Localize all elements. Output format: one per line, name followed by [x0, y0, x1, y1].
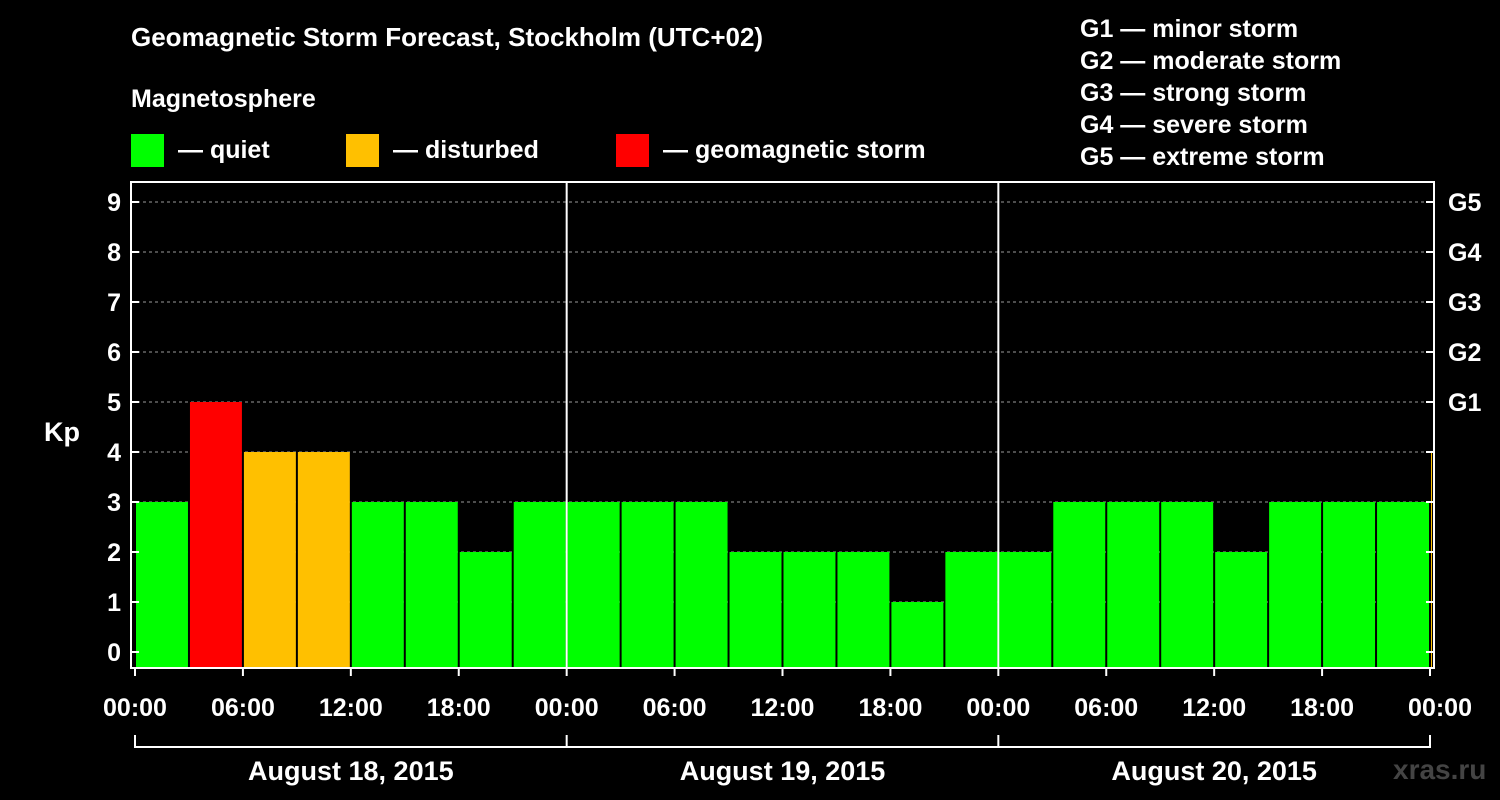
g-scale-item-g2: G2 — moderate storm — [1080, 47, 1342, 75]
kp-bar — [999, 552, 1052, 667]
legend-disturbed: — disturbed — [346, 133, 539, 167]
kp-bar — [405, 502, 458, 667]
g-level-label: G4 — [1448, 239, 1481, 267]
kp-bar — [567, 502, 620, 667]
y-tick-label: 9 — [107, 189, 121, 217]
kp-bar — [729, 552, 782, 667]
y-tick-label: 2 — [107, 539, 121, 567]
y-tick-label: 6 — [107, 339, 121, 367]
y-tick-label: 3 — [107, 489, 121, 517]
g-scale-item-g5: G5 — extreme storm — [1080, 143, 1325, 171]
magnetosphere-label: Magnetosphere — [131, 85, 316, 113]
kp-bar — [1107, 502, 1160, 667]
y-tick-label: 0 — [107, 639, 121, 667]
x-tick-label: 06:00 — [643, 694, 707, 722]
g-level-label: G5 — [1448, 189, 1481, 217]
kp-bar — [891, 602, 944, 667]
g-scale-item-g4: G4 — severe storm — [1080, 111, 1308, 139]
kp-bar — [1053, 502, 1106, 667]
kp-bar — [1377, 502, 1429, 667]
day-label: August 18, 2015 — [248, 756, 454, 786]
g-level-label: G2 — [1448, 339, 1481, 367]
g-scale-item-g1: G1 — minor storm — [1080, 15, 1299, 43]
chart-title: Geomagnetic Storm Forecast, Stockholm (U… — [131, 22, 764, 52]
x-tick-label: 12:00 — [751, 694, 815, 722]
y-axis-label: Kp — [44, 417, 80, 447]
kp-bar — [1431, 452, 1432, 667]
x-tick-label: 18:00 — [858, 694, 922, 722]
x-tick-label: 18:00 — [1290, 694, 1354, 722]
legend-swatch-quiet — [131, 133, 164, 167]
kp-bar — [1161, 502, 1214, 667]
kp-bar — [675, 502, 728, 667]
x-tick-label: 18:00 — [427, 694, 491, 722]
kp-bar — [945, 552, 998, 667]
y-tick-label: 7 — [107, 289, 121, 317]
legend-label-storm: — geomagnetic storm — [663, 135, 926, 164]
x-tick-label: 00:00 — [966, 694, 1030, 722]
x-tick-label: 00:00 — [103, 694, 167, 722]
kp-bar — [783, 552, 836, 667]
x-tick-label: 12:00 — [1182, 694, 1246, 722]
x-tick-label: 06:00 — [1074, 694, 1138, 722]
kp-bar — [189, 402, 242, 667]
x-tick-label: 12:00 — [319, 694, 383, 722]
day-label: August 20, 2015 — [1111, 756, 1317, 786]
kp-bar — [136, 502, 188, 667]
g-level-label: G3 — [1448, 289, 1481, 317]
legend-label-disturbed: — disturbed — [393, 135, 539, 164]
kp-bar — [513, 502, 566, 667]
g-scale-list: G1 — minor storm G2 — moderate storm G3 … — [1080, 13, 1341, 173]
legend-label-quiet: — quiet — [178, 135, 270, 164]
legend-storm: — geomagnetic storm — [616, 133, 926, 167]
kp-bar — [351, 502, 404, 667]
kp-bar — [1269, 502, 1322, 667]
g-scale-item-g3: G3 — strong storm — [1080, 79, 1307, 107]
legend-quiet: — quiet — [131, 133, 270, 167]
y-tick-label: 5 — [107, 389, 121, 417]
kp-bar — [459, 552, 512, 667]
kp-bar — [621, 502, 674, 667]
kp-bar — [837, 552, 890, 667]
x-tick-label: 06:00 — [211, 694, 275, 722]
y-tick-label: 1 — [107, 589, 121, 617]
x-tick-label: 00:00 — [535, 694, 599, 722]
day-label: August 19, 2015 — [680, 756, 886, 786]
g-level-label: G1 — [1448, 389, 1481, 417]
kp-bar — [297, 452, 350, 667]
kp-bar — [1215, 552, 1268, 667]
x-tick-label: 00:00 — [1408, 694, 1472, 722]
watermark: xras.ru — [1393, 754, 1487, 785]
legend-swatch-disturbed — [346, 133, 379, 167]
kp-bar — [243, 452, 296, 667]
kp-bar — [1323, 502, 1376, 667]
y-tick-label: 8 — [107, 239, 121, 267]
legend-swatch-storm — [616, 133, 649, 167]
y-tick-label: 4 — [107, 439, 121, 467]
